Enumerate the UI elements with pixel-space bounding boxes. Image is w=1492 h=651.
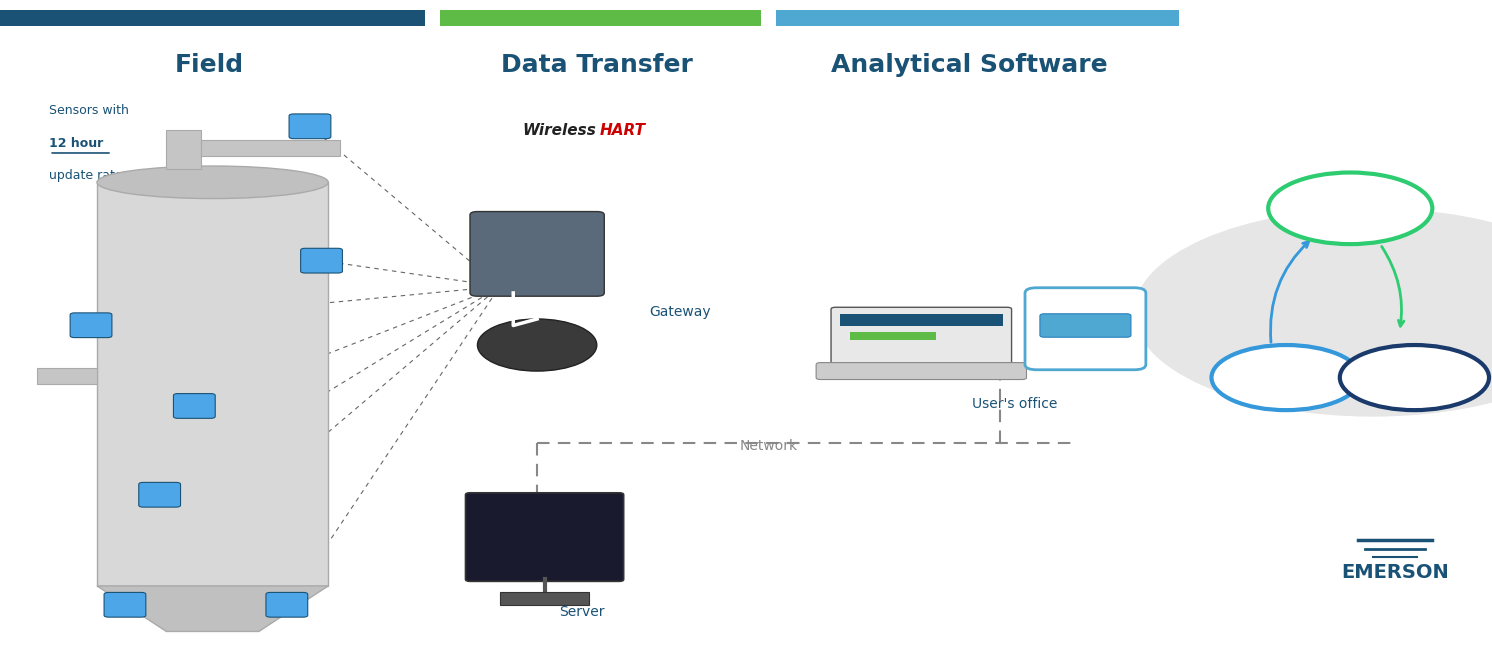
Text: DECIDE: DECIDE [1328,203,1373,214]
Text: Wireless: Wireless [522,122,597,138]
Text: NON-INTRUSIVE
CORROSION: NON-INTRUSIVE CORROSION [1050,339,1120,358]
FancyBboxPatch shape [97,182,328,586]
FancyBboxPatch shape [301,248,343,273]
FancyBboxPatch shape [0,10,425,26]
FancyBboxPatch shape [167,130,201,169]
Text: 12 hour: 12 hour [49,137,103,150]
FancyBboxPatch shape [173,394,215,419]
FancyBboxPatch shape [70,313,112,338]
FancyBboxPatch shape [266,592,307,617]
Text: EMERSON: EMERSON [1341,563,1449,583]
FancyBboxPatch shape [1025,288,1146,370]
Text: P L A N T W E B: P L A N T W E B [506,524,583,533]
Text: Analytical Software: Analytical Software [831,53,1109,77]
Text: SEE: SEE [1273,371,1300,384]
Text: Server: Server [560,605,604,619]
FancyBboxPatch shape [440,10,761,26]
Text: Network: Network [740,439,797,453]
Circle shape [1268,173,1432,244]
FancyBboxPatch shape [201,140,340,156]
FancyBboxPatch shape [500,592,589,605]
Circle shape [1340,345,1489,410]
FancyBboxPatch shape [840,314,1003,326]
Text: Data Transfer: Data Transfer [501,53,692,77]
FancyBboxPatch shape [470,212,604,296]
FancyBboxPatch shape [37,368,97,384]
Polygon shape [97,586,328,631]
Text: ACT: ACT [1401,371,1428,384]
FancyBboxPatch shape [289,114,331,139]
FancyBboxPatch shape [816,363,1026,380]
FancyBboxPatch shape [466,493,624,581]
Text: update rate: update rate [49,169,122,182]
FancyBboxPatch shape [104,592,146,617]
Circle shape [477,319,597,371]
FancyBboxPatch shape [1040,314,1131,337]
Circle shape [1134,208,1492,417]
Circle shape [1212,345,1361,410]
Text: insight: insight [530,543,560,552]
Text: HART: HART [600,122,646,138]
Text: Gateway: Gateway [649,305,710,320]
FancyBboxPatch shape [850,332,937,340]
FancyBboxPatch shape [776,10,1179,26]
FancyBboxPatch shape [139,482,181,507]
Ellipse shape [97,166,328,199]
Text: Field: Field [175,53,243,77]
Text: Sensors with: Sensors with [49,104,133,117]
Text: User's office: User's office [971,396,1058,411]
FancyBboxPatch shape [831,307,1012,367]
